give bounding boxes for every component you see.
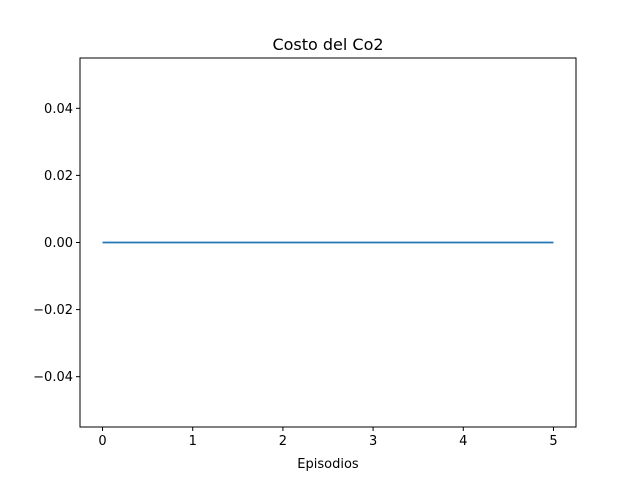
chart-title: Costo del Co2 [272, 35, 383, 54]
x-tick-label: 2 [279, 434, 287, 449]
y-tick-label: −0.04 [33, 370, 73, 385]
x-tick-label: 0 [98, 434, 106, 449]
y-tick-label: 0.00 [44, 236, 73, 251]
x-axis-label: Episodios [297, 457, 359, 472]
x-tick-label: 1 [189, 434, 197, 449]
y-tick-label: 0.02 [44, 169, 73, 184]
plot-area: 0 1 2 3 4 5 0.04 0.02 0.00 −0.02 −0.04 [33, 57, 577, 449]
x-tick-label: 3 [369, 434, 377, 449]
x-tick-label: 4 [459, 434, 467, 449]
y-tick-label: 0.04 [44, 102, 73, 117]
y-tick-label: −0.02 [33, 303, 73, 318]
x-tick-label: 5 [549, 434, 557, 449]
